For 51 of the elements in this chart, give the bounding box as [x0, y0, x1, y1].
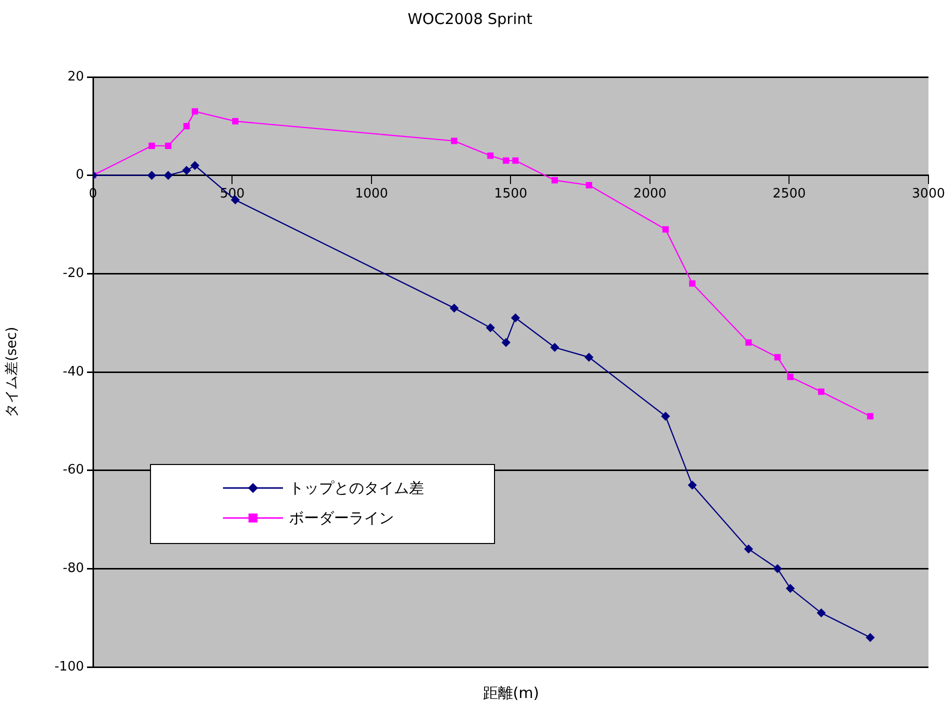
point — [774, 354, 781, 360]
point — [148, 142, 155, 150]
point — [866, 633, 875, 642]
y-tick-label: -60 — [62, 462, 84, 478]
point — [183, 122, 190, 130]
point — [451, 138, 458, 144]
point — [787, 374, 794, 380]
point — [182, 166, 192, 175]
y-tick-label: -20 — [62, 266, 84, 282]
point — [662, 226, 669, 233]
point — [552, 177, 558, 184]
point — [773, 564, 782, 574]
legend-label: ボーダーライン — [289, 508, 394, 528]
point — [501, 338, 510, 347]
x-tick-label: 2500 — [772, 186, 806, 202]
point — [688, 480, 697, 490]
point — [502, 157, 510, 164]
point — [786, 584, 795, 593]
point — [512, 157, 519, 164]
y-tick-label: 20 — [67, 69, 84, 84]
point — [816, 608, 826, 618]
point — [450, 304, 459, 313]
point — [744, 544, 754, 554]
chart-title: WOC2008 Sprint — [406, 10, 534, 28]
point — [487, 152, 494, 159]
y-tick-label: 0 — [76, 168, 84, 183]
point — [661, 412, 670, 421]
y-tick-label: -100 — [54, 659, 84, 674]
x-tick-label: 1000 — [354, 186, 388, 202]
point — [867, 413, 874, 420]
x-axis-title: 距離(m) — [482, 684, 540, 703]
point — [147, 170, 156, 180]
point — [689, 280, 696, 287]
point — [190, 161, 200, 170]
x-tick-label: 2000 — [633, 186, 667, 202]
point — [818, 388, 824, 395]
point — [550, 342, 560, 352]
point — [584, 352, 594, 362]
point — [486, 323, 495, 332]
point — [164, 170, 173, 180]
point — [192, 108, 198, 115]
legend-label: トップとのタイム差 — [289, 478, 424, 498]
x-tick-label: 3000 — [912, 186, 946, 202]
x-tick-label: 1500 — [494, 186, 528, 202]
point — [510, 313, 520, 322]
y-tick-label: -80 — [62, 561, 84, 576]
point — [165, 142, 172, 150]
y-tick-label: -40 — [62, 364, 84, 380]
y-axis-title: タイム差(sec) — [4, 326, 20, 418]
point — [586, 182, 592, 188]
point — [232, 118, 238, 124]
